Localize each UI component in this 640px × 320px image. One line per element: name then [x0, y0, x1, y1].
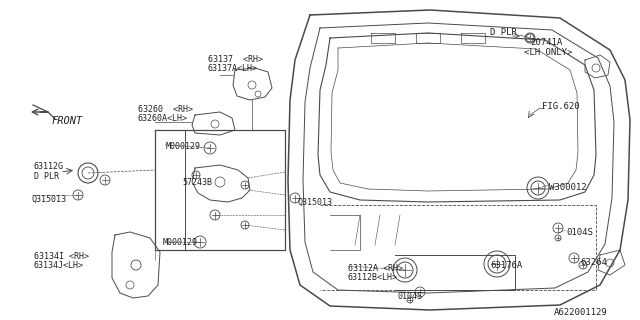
Text: D PLR: D PLR: [490, 28, 517, 37]
Text: Q315013: Q315013: [32, 195, 67, 204]
Text: Q315013: Q315013: [298, 198, 333, 207]
Text: FRONT: FRONT: [52, 116, 83, 126]
Text: W300012: W300012: [549, 183, 587, 192]
Text: 63260  <RH>: 63260 <RH>: [138, 105, 193, 114]
Text: A622001129: A622001129: [554, 308, 608, 317]
Text: 63137  <RH>: 63137 <RH>: [208, 55, 263, 64]
Text: FIG.620: FIG.620: [542, 102, 580, 111]
Text: 63112B<LH>: 63112B<LH>: [348, 273, 398, 282]
Text: 63137A<LH>: 63137A<LH>: [208, 64, 258, 73]
Text: 63264: 63264: [580, 258, 607, 267]
Text: 0104S: 0104S: [566, 228, 593, 237]
Text: D PLR: D PLR: [34, 172, 59, 181]
Text: M000129: M000129: [163, 238, 198, 247]
Text: 57243B: 57243B: [182, 178, 212, 187]
Text: 63176A: 63176A: [490, 261, 522, 270]
Text: M000129: M000129: [166, 142, 201, 151]
Text: 63260A<LH>: 63260A<LH>: [138, 114, 188, 123]
Text: 63134J<LH>: 63134J<LH>: [34, 261, 84, 270]
Text: 0104S: 0104S: [398, 292, 423, 301]
Text: 20741A: 20741A: [530, 38, 563, 47]
Text: 63134I <RH>: 63134I <RH>: [34, 252, 89, 261]
Text: 63112G: 63112G: [34, 162, 64, 171]
Text: 63112A <RH>: 63112A <RH>: [348, 264, 403, 273]
Text: <LH ONLY>: <LH ONLY>: [524, 48, 572, 57]
